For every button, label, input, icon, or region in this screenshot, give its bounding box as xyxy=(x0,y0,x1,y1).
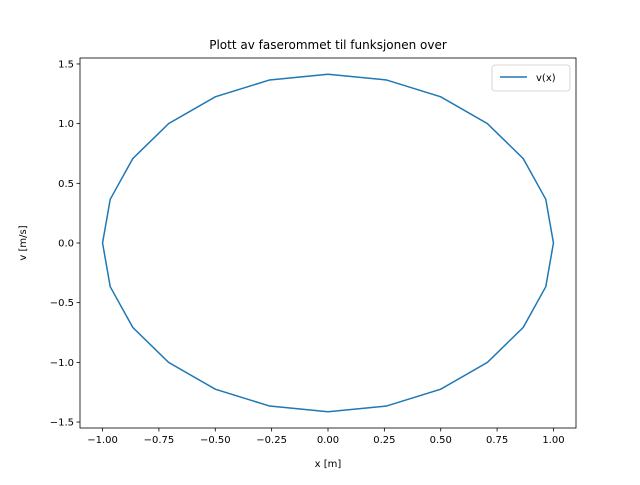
y-axis-label: v [m/s] xyxy=(18,225,29,260)
x-tick-label: 0.25 xyxy=(373,435,395,446)
x-tick-label: 0.50 xyxy=(430,435,452,446)
series-point xyxy=(132,158,134,160)
series-point xyxy=(214,388,216,390)
series-point xyxy=(214,96,216,98)
series-point xyxy=(385,405,387,407)
series-point xyxy=(552,242,555,244)
series-point xyxy=(269,79,271,81)
series-point xyxy=(486,361,488,363)
series-point xyxy=(109,198,111,200)
plot-series xyxy=(101,73,555,413)
x-tick-label: −0.50 xyxy=(200,435,231,446)
series-point xyxy=(327,411,329,413)
axis-ticks: −1.00 −0.75 −0.50 −0.25 0.00 0.25 0.50 0.75 1.00… xyxy=(50,59,565,446)
legend-box xyxy=(491,64,571,92)
plot-frame xyxy=(79,57,577,429)
legend-label-v-x: v(x) xyxy=(536,73,556,84)
series-point xyxy=(269,405,271,407)
series-point xyxy=(545,286,547,288)
series-point xyxy=(385,79,387,81)
x-tick-label: 0.00 xyxy=(317,435,339,446)
y-tick-label: −1.5 xyxy=(50,418,74,429)
series-point xyxy=(132,326,134,328)
legend: v(x) xyxy=(491,64,571,92)
y-tick-label: 1.5 xyxy=(58,59,74,70)
y-tick-label: −1.0 xyxy=(50,358,74,369)
series-point xyxy=(522,326,524,328)
series-point xyxy=(440,96,442,98)
chart-title: Plott av faserommet til funksjonen over xyxy=(209,38,447,52)
series-point xyxy=(168,123,170,125)
x-tick-label: 0.75 xyxy=(486,435,508,446)
series-point xyxy=(109,286,111,288)
y-tick-label: 0.5 xyxy=(58,179,74,190)
y-tick-label: 0.0 xyxy=(58,239,74,250)
x-axis-label: x [m] xyxy=(315,459,342,470)
x-tick-label: −0.25 xyxy=(256,435,287,446)
series-point xyxy=(440,388,442,390)
series-point xyxy=(101,242,104,244)
series-point xyxy=(327,73,329,75)
x-tick-label: −0.75 xyxy=(144,435,175,446)
x-tick-label: 1.00 xyxy=(542,435,564,446)
series-point xyxy=(486,123,488,125)
series-point xyxy=(522,158,524,160)
series-point xyxy=(168,361,170,363)
y-tick-label: 1.0 xyxy=(58,119,74,130)
series-point xyxy=(545,198,547,200)
y-tick-label: −0.5 xyxy=(50,298,74,309)
x-tick-label: −1.00 xyxy=(87,435,118,446)
